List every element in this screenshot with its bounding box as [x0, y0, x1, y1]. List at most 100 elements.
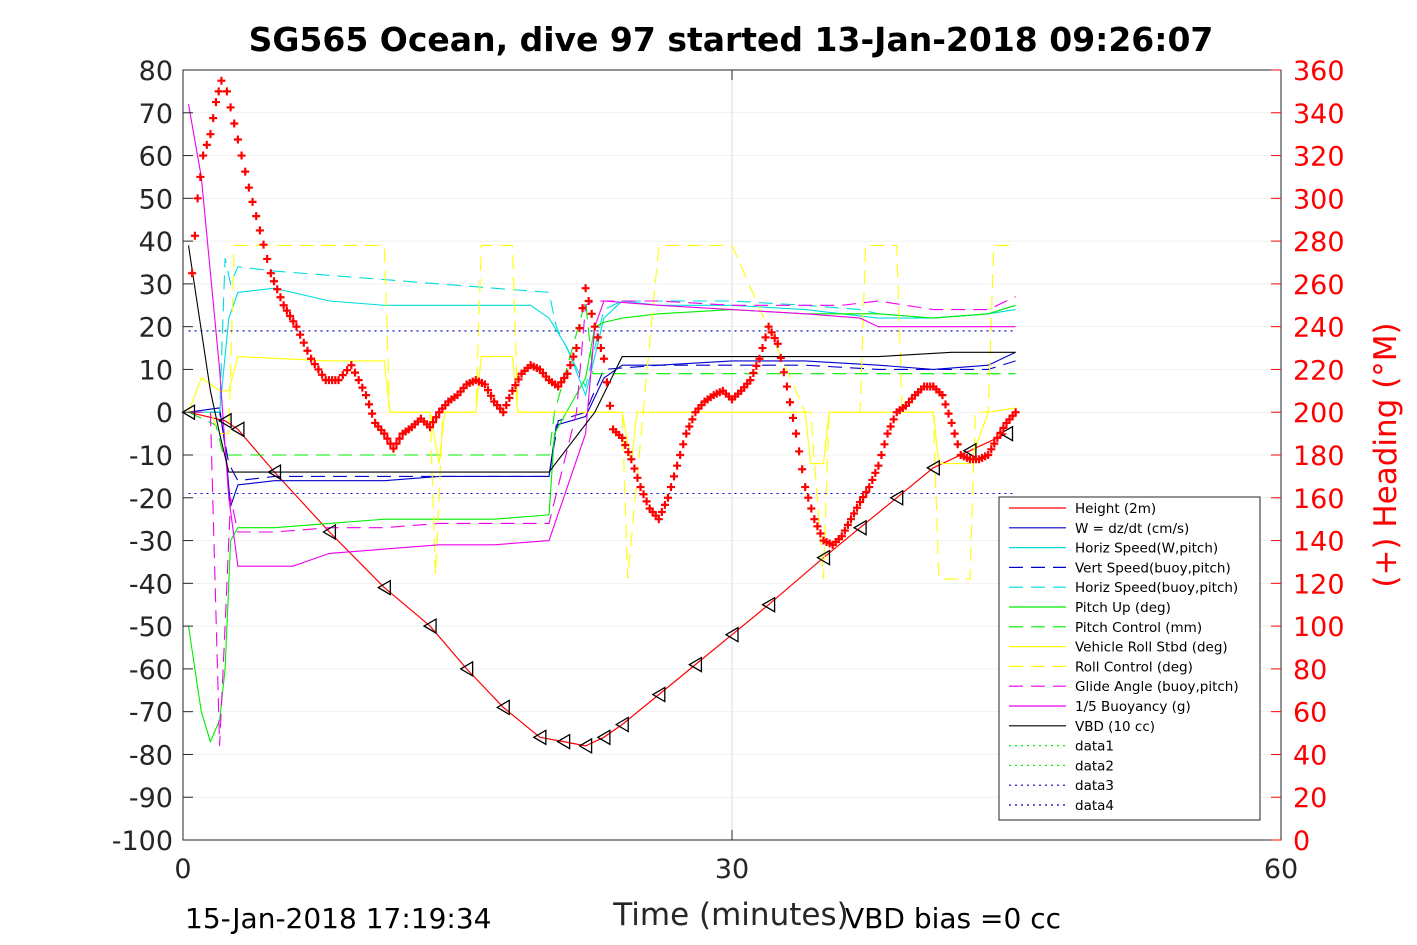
heading-marker [865, 483, 874, 492]
heading-marker [318, 370, 327, 379]
y-right-tick-label: 240 [1293, 313, 1345, 344]
heading-marker [282, 306, 291, 315]
y-right-tick-label: 180 [1293, 441, 1345, 472]
heading-marker [566, 361, 575, 370]
heading-marker [868, 475, 877, 484]
height-marker [217, 412, 232, 429]
heading-marker [575, 324, 584, 333]
heading-marker [663, 493, 672, 502]
y-tick-label: -10 [129, 441, 173, 472]
heading-marker [596, 344, 605, 353]
y-tick-label: 70 [139, 99, 173, 130]
height-marker [761, 596, 776, 613]
x-tick-label: 60 [1264, 854, 1298, 885]
heading-marker [880, 440, 889, 449]
heading-marker [286, 311, 295, 320]
heading-marker [889, 415, 898, 424]
y-tick-label: -30 [129, 527, 173, 558]
heading-marker [801, 483, 810, 492]
heading-marker [795, 447, 804, 456]
heading-marker [499, 408, 508, 417]
heading-marker [299, 338, 308, 347]
heading-marker [602, 378, 611, 387]
heading-marker [633, 473, 642, 482]
y-tick-label: 40 [139, 227, 173, 258]
heading-marker [624, 448, 633, 457]
heading-marker [289, 317, 298, 326]
heading-marker [188, 269, 197, 278]
heading-marker [776, 354, 785, 363]
heading-marker [263, 254, 272, 263]
heading-marker [569, 352, 578, 361]
legend-label: Pitch Control (mm) [1075, 620, 1202, 636]
height-marker [651, 686, 666, 703]
heading-marker [563, 369, 572, 378]
y-tick-label: -80 [129, 740, 173, 771]
heading-marker [209, 114, 218, 123]
heading-marker [618, 433, 627, 442]
legend-label: Height (2m) [1075, 501, 1156, 517]
y-tick-label: 50 [139, 184, 173, 215]
heading-marker [813, 522, 822, 531]
legend-label: Vert Speed(buoy,pitch) [1075, 560, 1231, 576]
height-marker [926, 459, 940, 476]
height-marker [495, 699, 510, 716]
heading-marker [214, 87, 223, 96]
heading-marker [432, 413, 441, 422]
heading-marker [276, 293, 285, 302]
heading-marker [590, 322, 599, 331]
heading-marker [944, 409, 953, 418]
heading-marker [804, 493, 813, 502]
heading-marker [230, 119, 239, 128]
heading-marker [639, 490, 648, 499]
height-marker [852, 519, 867, 536]
heading-marker [773, 339, 782, 348]
heading-marker [670, 472, 679, 481]
heading-marker [758, 344, 767, 353]
series-line-9 [188, 296, 1016, 746]
heading-marker [193, 194, 202, 203]
heading-marker [514, 375, 523, 384]
heading-marker [233, 135, 242, 144]
heading-marker [190, 231, 199, 240]
height-marker [377, 579, 391, 596]
x-tick-label: 30 [715, 854, 749, 885]
y-right-tick-label: 20 [1293, 783, 1327, 814]
legend-label: Glide Angle (buoy,pitch) [1075, 679, 1239, 695]
heading-marker [993, 433, 1002, 442]
heading-marker [279, 301, 288, 310]
y-right-tick-label: 320 [1293, 142, 1345, 173]
heading-marker [508, 386, 517, 395]
heading-marker [782, 382, 791, 391]
heading-marker [627, 455, 636, 464]
x-axis-label: Time (minutes) [612, 897, 848, 933]
heading-marker [480, 380, 489, 389]
heading-marker [273, 285, 282, 294]
heading-marker [785, 398, 794, 407]
y-right-tick-label: 40 [1293, 740, 1327, 771]
y-tick-label: 20 [139, 313, 173, 344]
heading-marker [365, 400, 374, 409]
heading-marker [557, 378, 566, 387]
heading-marker [196, 172, 205, 181]
heading-marker [667, 483, 675, 492]
heading-marker [572, 344, 581, 353]
legend-label: data4 [1075, 798, 1114, 814]
height-marker [578, 737, 593, 755]
heading-marker [996, 428, 1005, 437]
heading-marker [202, 140, 211, 149]
series-line-6 [188, 300, 1016, 456]
heading-marker [676, 451, 685, 459]
heading-marker [554, 382, 563, 391]
heading-marker [314, 365, 323, 374]
heading-marker [947, 418, 956, 427]
heading-marker [877, 451, 886, 459]
heading-marker [392, 439, 401, 448]
heading-marker [266, 269, 275, 278]
y-tick-label: -60 [129, 655, 173, 686]
heading-marker [654, 515, 663, 524]
y-right-tick-label: 280 [1293, 227, 1345, 258]
heading-marker [761, 333, 770, 342]
y-right-tick-label: 160 [1293, 484, 1345, 515]
